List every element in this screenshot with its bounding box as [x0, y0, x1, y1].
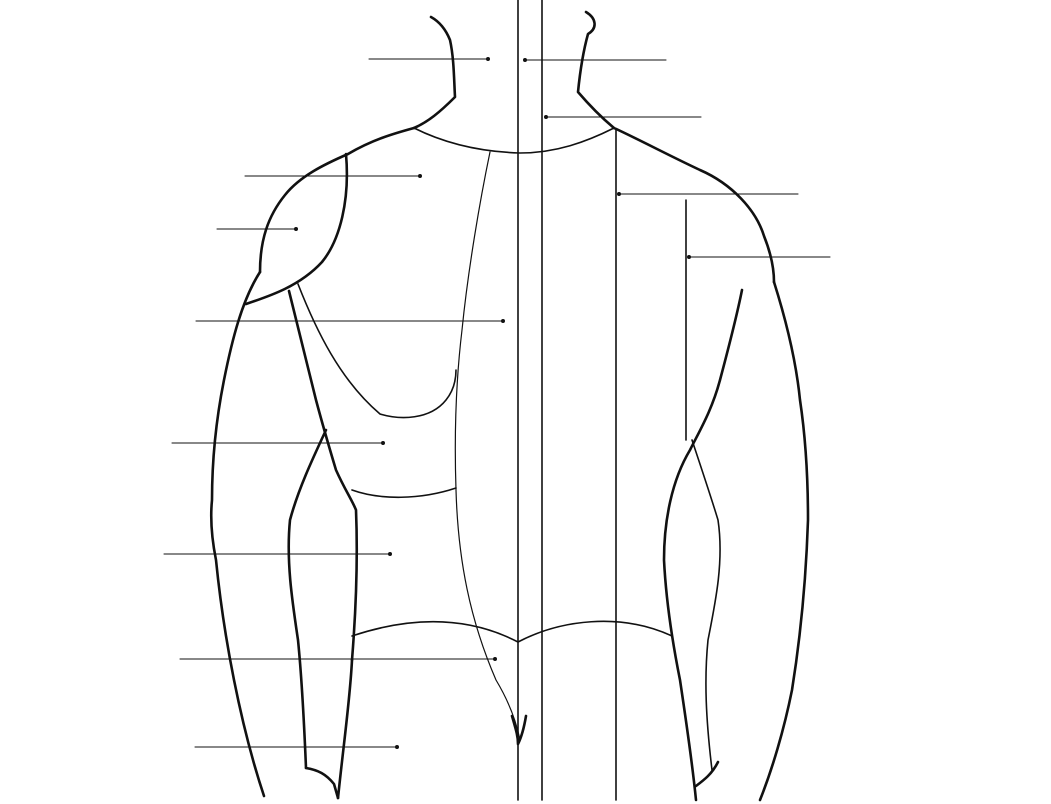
left-hip-outline — [336, 658, 354, 800]
neck-right-outline — [576, 10, 616, 130]
right-arm-outer-outline — [758, 280, 810, 802]
right-forearm-inner-outline — [691, 439, 721, 771]
leader-dot-2 — [523, 58, 527, 62]
leader-dot-11 — [617, 192, 621, 196]
leader-dot-7 — [388, 552, 392, 556]
leader-dot-12 — [687, 255, 691, 259]
lower-back-arc-right — [517, 620, 673, 643]
left-forearm-inner-outline — [287, 428, 328, 770]
right-arm-inner-outline — [662, 288, 744, 802]
trapezius-lateral-border — [454, 151, 521, 741]
left-mid-band — [351, 487, 457, 499]
left-wrist-outline — [304, 766, 340, 800]
leader-dot-6 — [381, 441, 385, 445]
lower-back-arc-left — [351, 620, 519, 643]
leader-dot-5 — [501, 319, 505, 323]
right-shoulder-outline — [612, 126, 776, 284]
trapezius-lower-border — [413, 127, 615, 154]
right-wrist-outline — [694, 760, 720, 788]
left-arm-outer-outline — [209, 270, 266, 798]
leader-dot-8 — [493, 657, 497, 661]
leader-dot-4 — [294, 227, 298, 231]
left-deltoid-outline — [244, 152, 349, 306]
left-scapula-curve — [297, 283, 457, 419]
leader-dot-10 — [544, 115, 548, 119]
left-shoulder-outline — [258, 126, 416, 274]
left-arm-inner-outline — [287, 289, 359, 662]
spine-base — [510, 714, 528, 746]
leader-dot-3 — [418, 174, 422, 178]
neck-left-outline — [412, 15, 457, 130]
leader-dot-9 — [395, 745, 399, 749]
leader-dot-1 — [486, 57, 490, 61]
